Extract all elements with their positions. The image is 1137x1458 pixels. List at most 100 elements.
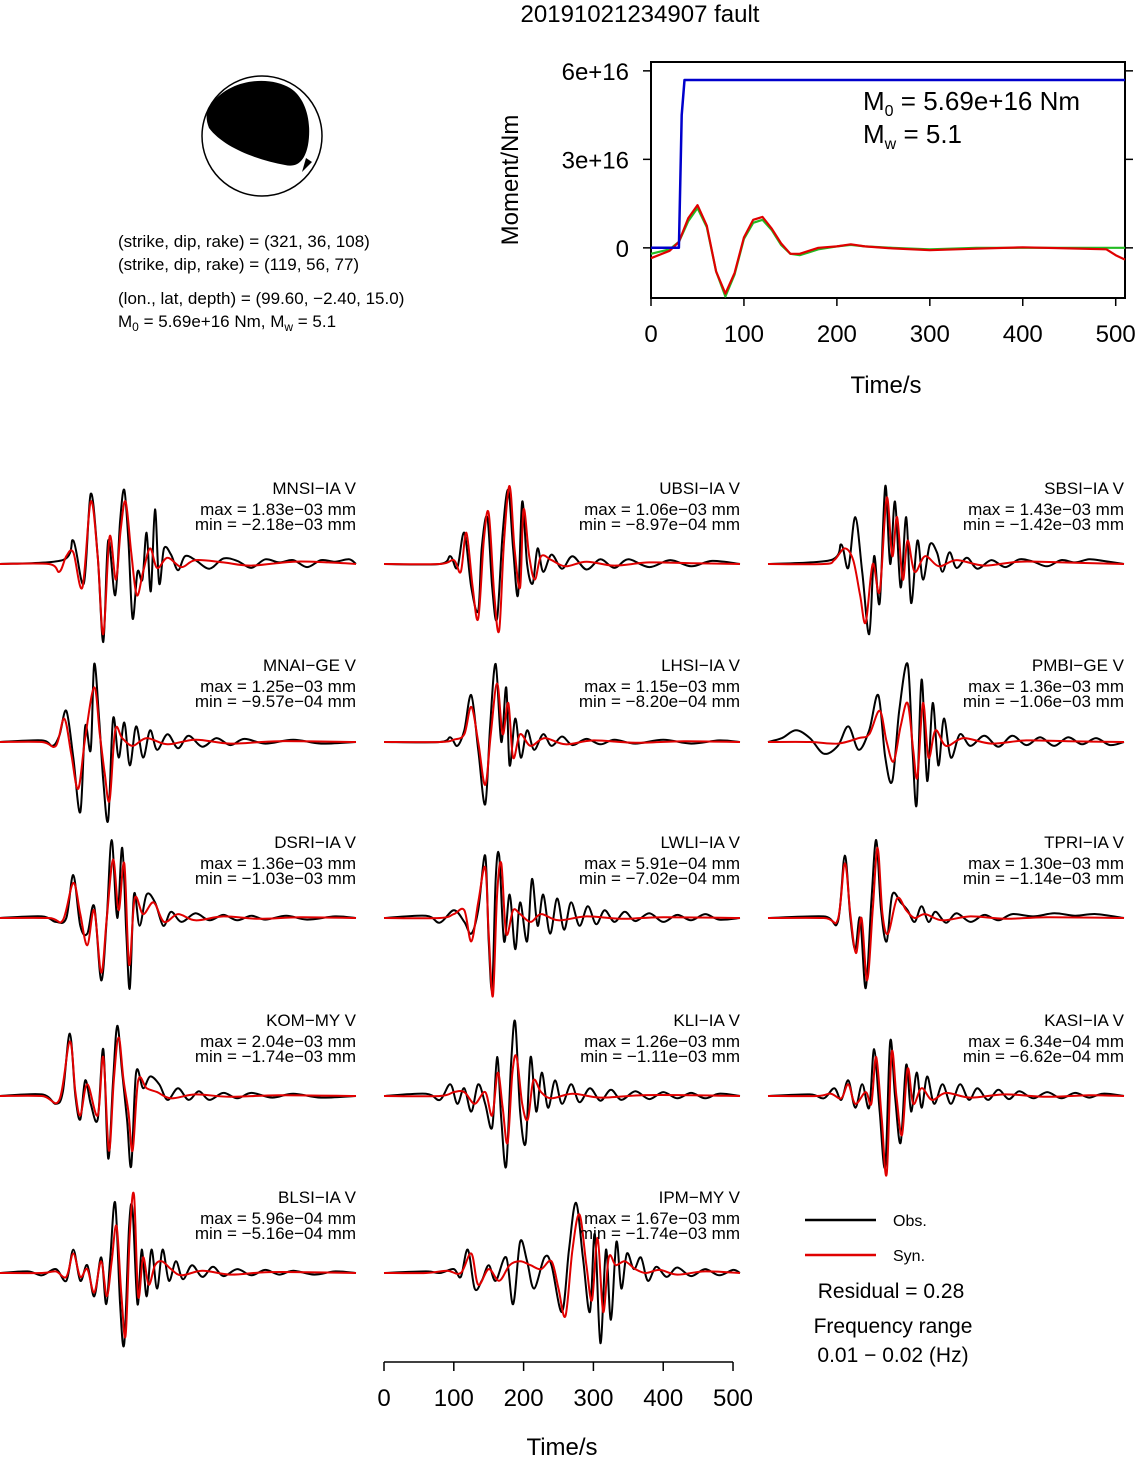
station-min-amplitude: min = −2.18e−03 mm [195, 515, 356, 534]
station-min-amplitude: min = −8.97e−04 mm [579, 515, 740, 534]
station-min-amplitude: min = −1.11e−03 mm [580, 1047, 740, 1066]
moment-x-tick-label: 500 [1096, 321, 1136, 348]
waveform-legend: Obs. Syn. Residual = 0.28 Frequency rang… [805, 1213, 972, 1367]
synthetic-waveform [383, 682, 741, 786]
station-max-amplitude: max = 1.26e−03 mm [584, 1032, 740, 1051]
observed-waveform [383, 662, 741, 806]
moment-x-tick-label: 0 [644, 321, 657, 348]
hypocenter-location: (lon., lat, depth) = (99.60, −2.40, 15.0… [118, 289, 404, 308]
moment-plot-frame [650, 61, 1126, 299]
station-max-amplitude: max = 1.36e−03 mm [200, 854, 356, 873]
nodal-plane-2: (strike, dip, rake) = (119, 56, 77) [118, 255, 359, 274]
station-name: PMBI−GE V [1032, 656, 1125, 675]
station-name: MNAI−GE V [263, 656, 357, 675]
moment-x-axis: 0 100 200 300 400 500 [644, 298, 1136, 348]
synthetic-waveform [767, 701, 1125, 780]
station-max-amplitude: max = 1.83e−03 mm [200, 500, 356, 519]
station-name: BLSI−IA V [278, 1188, 357, 1207]
station-max-amplitude: max = 2.04e−03 mm [200, 1032, 356, 1051]
waveform-x-tick-label: 400 [643, 1385, 683, 1412]
station-min-amplitude: min = −8.20e−04 mm [579, 692, 740, 711]
observed-waveform [767, 662, 1125, 808]
moment-y-tick-label: 6e+16 [562, 59, 629, 86]
moment-x-tick-label: 300 [910, 321, 950, 348]
moment-plot: 0 3e+16 6e+16 0 100 200 300 400 500 M0 = 5.69e+… [497, 59, 1136, 399]
moment-annotation-m0: M0 = 5.69e+16 Nm [863, 86, 1080, 120]
station-min-amplitude: min = −1.42e−03 mm [963, 515, 1124, 534]
moment-x-tick-label: 400 [1003, 321, 1043, 348]
station-min-amplitude: min = −6.62e−04 mm [963, 1047, 1124, 1066]
source-info: (strike, dip, rake) = (321, 36, 108) (st… [118, 232, 404, 334]
waveform-x-tick-label: 200 [504, 1385, 544, 1412]
moment-series-line [650, 204, 1126, 295]
moment-series-group [650, 78, 1126, 298]
station-min-amplitude: min = −1.74e−03 mm [195, 1047, 356, 1066]
moment-y-axis-label: Moment/Nm [497, 115, 524, 246]
station-max-amplitude: max = 1.43e−03 mm [968, 500, 1124, 519]
station-name: DSRI−IA V [274, 833, 356, 852]
observed-waveform [767, 1038, 1125, 1170]
station-max-amplitude: max = 1.06e−03 mm [584, 500, 740, 519]
figure-title: 20191021234907 fault [521, 1, 760, 28]
waveform-x-axis: Time/s 0 100 200 300 400 500 [377, 1361, 753, 1458]
station-max-amplitude: max = 1.36e−03 mm [968, 677, 1124, 696]
station-min-amplitude: min = −1.14e−03 mm [963, 869, 1124, 888]
moment-series-line [651, 78, 1125, 250]
moment-x-tick-label: 100 [724, 321, 764, 348]
station-max-amplitude: max = 1.25e−03 mm [200, 677, 356, 696]
moment-x-tick-label: 200 [817, 321, 857, 348]
synthetic-waveform [0, 500, 357, 636]
station-min-amplitude: min = −1.06e−03 mm [963, 692, 1124, 711]
station-max-amplitude: max = 5.96e−04 mm [200, 1209, 356, 1228]
synthetic-waveform [383, 484, 741, 634]
waveform-x-axis-label: Time/s [526, 1434, 597, 1458]
station-name: UBSI−IA V [659, 479, 740, 498]
synthetic-waveform [767, 1049, 1125, 1177]
station-name: SBSI−IA V [1044, 479, 1125, 498]
synthetic-waveform [767, 496, 1125, 625]
synthetic-waveform [0, 1191, 357, 1339]
station-name: KOM−MY V [266, 1011, 357, 1030]
station-name: LWLI−IA V [660, 833, 740, 852]
station-min-amplitude: min = −5.16e−04 mm [195, 1224, 356, 1243]
waveform-x-tick-label: 0 [377, 1385, 390, 1412]
station-name: KASI−IA V [1044, 1011, 1125, 1030]
station-max-amplitude: max = 1.67e−03 mm [584, 1209, 740, 1228]
station-max-amplitude: max = 5.91e−04 mm [584, 854, 740, 873]
legend-obs-label: Obs. [893, 1213, 927, 1230]
station-min-amplitude: min = −7.02e−04 mm [579, 869, 740, 888]
station-name: KLI−IA V [673, 1011, 740, 1030]
station-name: MNSI−IA V [272, 479, 356, 498]
synthetic-waveform [0, 858, 357, 974]
station-min-amplitude: min = −1.03e−03 mm [195, 869, 356, 888]
station-min-amplitude: min = −1.74e−03 mm [579, 1224, 740, 1243]
station-max-amplitude: max = 1.15e−03 mm [584, 677, 740, 696]
station-max-amplitude: max = 6.34e−04 mm [968, 1032, 1124, 1051]
waveform-x-tick-label: 500 [713, 1385, 753, 1412]
moment-magnitude-line: M0 = 5.69e+16 Nm, Mw = 5.1 [118, 312, 336, 334]
waveform-x-tick-label: 100 [434, 1385, 474, 1412]
synthetic-waveform [0, 1036, 357, 1152]
synthetic-waveform [383, 860, 741, 998]
legend-syn-label: Syn. [893, 1248, 925, 1265]
observed-waveform [0, 839, 357, 990]
moment-y-axis: 0 3e+16 6e+16 [562, 59, 1133, 263]
nodal-plane-1: (strike, dip, rake) = (321, 36, 108) [118, 232, 370, 251]
synthetic-waveform [383, 1213, 741, 1318]
station-name: IPM−MY V [659, 1188, 741, 1207]
synthetic-waveform [767, 846, 1125, 982]
station-name: LHSI−IA V [661, 656, 741, 675]
